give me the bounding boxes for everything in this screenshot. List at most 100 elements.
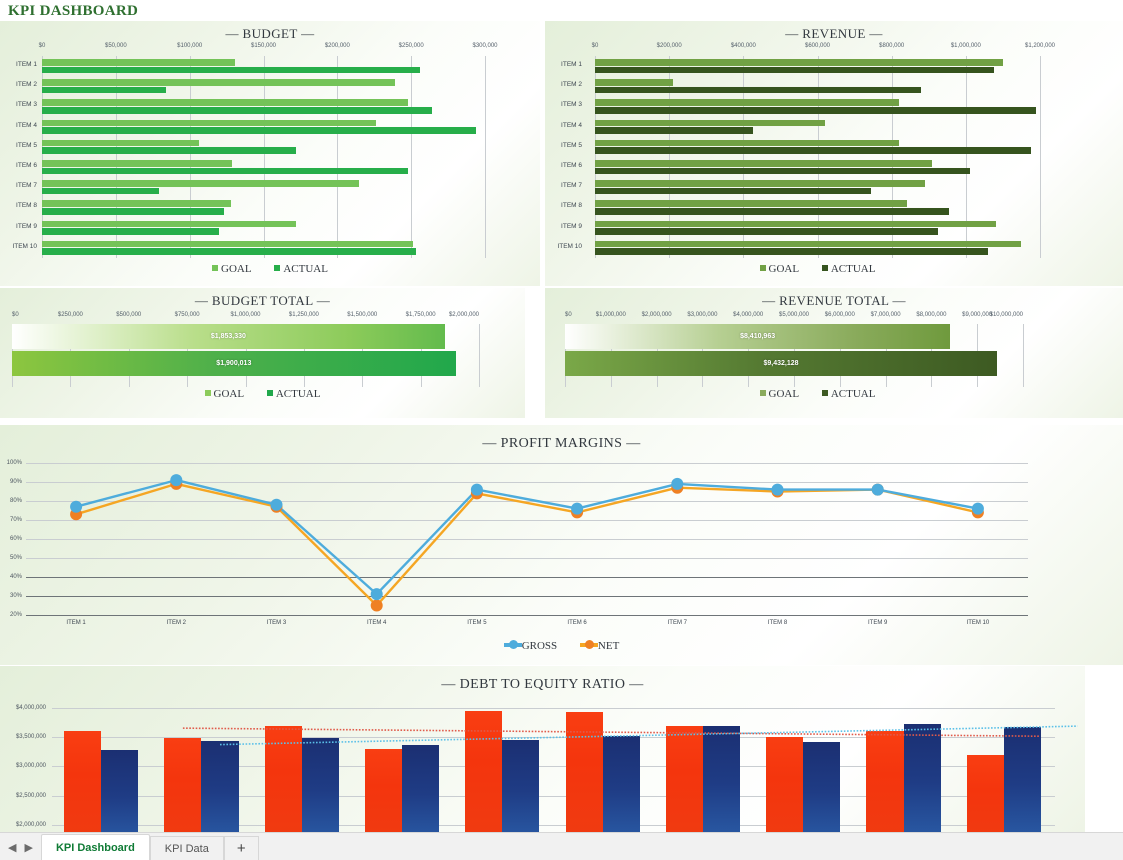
actual-bar: [595, 86, 922, 94]
axis-tick-label: $250,000: [57, 312, 83, 318]
axis-tick-label: $400,000: [730, 43, 756, 49]
axis-tick-label: $2,000,000: [641, 312, 672, 318]
revenue-total-legend: GOAL ACTUAL: [545, 388, 1090, 400]
axis-tick-label: $50,000: [104, 43, 127, 49]
revenue-chart-title: — REVENUE —: [785, 26, 883, 41]
debt-bar: [264, 725, 302, 832]
legend-item-goal: GOAL: [204, 388, 244, 400]
chart-row: ITEM 7: [545, 177, 1090, 197]
debt-to-equity-plot-area: $2,000,000 $2,500,000 $3,000,000 $3,500,000…: [0, 698, 1085, 832]
gridline: [26, 463, 1028, 464]
category-label: ITEM 9: [16, 222, 37, 230]
actual-bar: [42, 86, 167, 94]
category-label: ITEM 5: [561, 141, 582, 149]
legend-swatch-actual: [274, 265, 281, 271]
chart-row: ITEM 6: [0, 157, 540, 177]
add-sheet-button[interactable]: +: [223, 836, 259, 860]
category-label: ITEM 1: [561, 61, 582, 69]
sheet-nav-arrows[interactable]: ◀ ▶: [0, 843, 41, 860]
debt-bar: [364, 748, 403, 832]
goal-bar: [595, 119, 825, 127]
goal-bar: [42, 180, 360, 187]
equity-bar: [602, 736, 640, 832]
legend-marker-gross: [503, 640, 522, 649]
legend-label-actual: ACTUAL: [275, 388, 321, 400]
budget-total-panel: — BUDGET TOTAL — $0 $250,000 $500,000 $750,…: [0, 288, 525, 418]
legend-swatch-goal: [759, 265, 766, 271]
actual-bar: [42, 106, 432, 114]
actual-bar: [42, 127, 477, 134]
actual-bar: [595, 66, 994, 74]
actual-bar: [595, 207, 950, 215]
axis-tick-label: 70%: [9, 517, 22, 523]
goal-bar: [42, 99, 409, 107]
axis-tick-label: $1,000,000: [230, 312, 261, 318]
legend-item-actual: ACTUAL: [821, 388, 875, 400]
axis-tick-label: $250,000: [398, 43, 424, 49]
revenue-total-panel: — REVENUE TOTAL — $0 $1,000,000 $2,000,000…: [545, 288, 1123, 418]
actual-bar: [42, 66, 421, 74]
axis-tick-label: 20%: [9, 612, 22, 618]
sheet-tab-kpi-data[interactable]: KPI Data: [149, 836, 224, 860]
actual-bar: [42, 147, 296, 154]
bar-data-label: $8,410,963: [740, 333, 776, 341]
legend-label-actual: ACTUAL: [830, 263, 876, 275]
actual-bar: [595, 106, 1037, 114]
category-label: ITEM 9: [561, 222, 582, 230]
chart-row: ITEM 4: [545, 117, 1090, 137]
bar-data-label: $1,900,013: [216, 360, 252, 368]
gridline: [26, 520, 1028, 521]
axis-tick-label: $3,000,000: [15, 763, 46, 770]
chart-row: ITEM 9: [0, 218, 540, 238]
debt-bar: [64, 730, 102, 832]
category-label: ITEM 6: [561, 162, 582, 170]
sheet-tab-kpi-dashboard[interactable]: KPI Dashboard: [40, 834, 150, 860]
equity-bar: [903, 724, 941, 832]
category-label: ITEM 1: [16, 61, 37, 69]
actual-bar: [595, 167, 970, 175]
category-label: ITEM 8: [16, 202, 37, 210]
legend-item-actual: ACTUAL: [266, 388, 321, 400]
legend-swatch-actual: [821, 265, 828, 271]
goal-bar: [595, 79, 673, 86]
gridline: [411, 56, 413, 258]
actual-bar: [42, 167, 409, 175]
actual-bar: [42, 228, 220, 235]
chart-row: ITEM 10: [0, 238, 540, 258]
category-label: ITEM 10: [966, 620, 990, 626]
axis-tick-label: $10,000,000: [989, 312, 1023, 318]
gridline: [263, 56, 265, 258]
equity-bar: [402, 744, 440, 832]
prev-sheet-icon[interactable]: ◀: [8, 842, 17, 854]
legend-item-gross: GROSS: [503, 640, 557, 652]
chart-row: ITEM 5: [545, 137, 1090, 157]
revenue-chart-panel: — REVENUE — $0 $200,000 $400,000 $600,000 $8…: [545, 21, 1123, 286]
actual-bar: [42, 187, 159, 195]
chart-row: ITEM 10: [545, 238, 1090, 258]
sheet-tab-bar: ◀ ▶ KPI Dashboard KPI Data +: [0, 832, 1123, 860]
axis-tick-label: $200,000: [656, 43, 682, 49]
gridline: [26, 596, 1028, 597]
gridline: [479, 324, 480, 387]
bar-data-label: $9,432,128: [763, 360, 799, 368]
next-sheet-icon[interactable]: ▶: [24, 842, 33, 854]
debt-bar: [164, 737, 202, 832]
gridline: [26, 577, 1028, 578]
goal-total-bar: $1,853,330: [12, 324, 445, 350]
axis-tick-label: $4,000,000: [15, 705, 46, 711]
gridline: [26, 539, 1028, 540]
debt-to-equity-panel: — DEBT TO EQUITY RATIO — $2,000,000 $2,50…: [0, 666, 1085, 832]
revenue-total-title: — REVENUE TOTAL —: [762, 293, 906, 308]
category-label: ITEM 2: [166, 620, 186, 626]
goal-bar: [42, 220, 296, 228]
equity-bar: [702, 726, 741, 832]
category-label: ITEM 10: [12, 242, 37, 250]
axis-tick-label: $0: [565, 312, 572, 318]
chart-row: ITEM 3: [545, 96, 1090, 116]
revenue-legend: GOAL ACTUAL: [545, 263, 1090, 275]
budget-total-plot-area: $0 $250,000 $500,000 $750,000 $1,000,000 $1,2…: [0, 312, 525, 387]
debt-bar: [665, 726, 703, 832]
goal-bar: [595, 200, 907, 208]
chart-row: ITEM 2: [545, 76, 1090, 96]
actual-bar: [42, 207, 224, 215]
